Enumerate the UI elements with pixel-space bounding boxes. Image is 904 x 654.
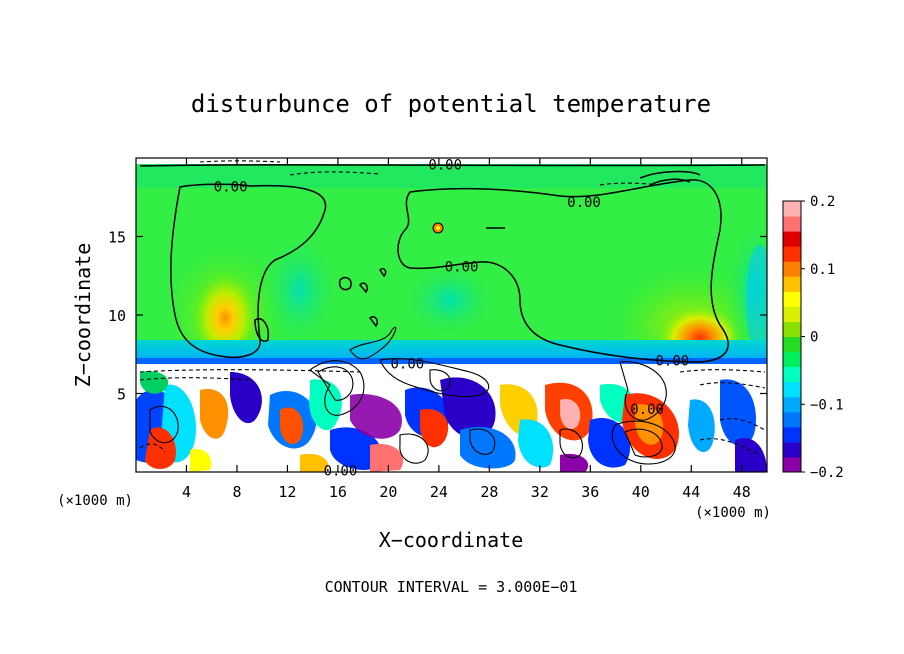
x-tick-label: 20 — [379, 483, 397, 501]
chart-title: disturbunce of potential temperature — [191, 90, 711, 118]
plot-area — [136, 158, 767, 472]
zero-contours — [139, 164, 766, 363]
contour-label: 0.00 — [324, 463, 358, 479]
x-tick-label: 28 — [480, 483, 498, 501]
x-tick-label: 36 — [581, 483, 599, 501]
dense-contours — [149, 326, 676, 465]
contour-label: 0.00 — [630, 402, 664, 418]
colorbar-segment — [783, 201, 801, 217]
colorbar-segment — [783, 216, 801, 232]
x-tick-label: 24 — [430, 483, 448, 501]
colorbar-tick-label: 0.1 — [810, 262, 835, 278]
contour-label: 0.00 — [445, 259, 479, 275]
y-axis: 5 10 15 — [108, 229, 767, 404]
x-tick-label: 12 — [278, 483, 296, 501]
colorbar-segment — [783, 276, 801, 292]
colorbar-segment — [783, 336, 801, 353]
colorbar-tick-label: −0.1 — [810, 397, 844, 413]
x-tick-label: 4 — [182, 483, 191, 501]
contour-label: 0.00 — [567, 195, 601, 211]
colorbar-tick-label: 0 — [810, 330, 818, 346]
contour-label: 0.00 — [655, 354, 689, 370]
colorbar-segment — [783, 261, 801, 277]
x-tick-label: 40 — [632, 483, 650, 501]
colorbar-segment — [783, 291, 801, 307]
contour-interval-note: CONTOUR INTERVAL = 3.000E−01 — [325, 578, 578, 596]
x-unit-right: (×1000 m) — [695, 505, 771, 521]
colorbar-segment — [783, 441, 801, 458]
colorbar-tick-label: −0.2 — [810, 465, 844, 481]
colorbar-segment — [783, 396, 801, 413]
x-axis: 4 8 12 16 20 24 28 32 36 40 44 48 — [182, 158, 751, 501]
colorbar-ticks: 0.2 0.1 0 −0.1 −0.2 — [801, 194, 844, 481]
x-axis-label: X−coordinate — [379, 528, 524, 552]
colorbar-segment — [783, 351, 801, 368]
y-tick-label: 10 — [108, 307, 126, 325]
y-axis-label: Z−coordinate — [71, 243, 95, 388]
colorbar-segment — [783, 306, 801, 322]
colorbar-segment — [783, 321, 801, 337]
x-unit-left: (×1000 m) — [57, 493, 133, 509]
colorbar-segment — [783, 426, 801, 443]
colorbar-segment — [783, 246, 801, 262]
x-tick-label: 16 — [329, 483, 347, 501]
contour-label: 0.00 — [390, 357, 424, 373]
y-tick-label: 5 — [117, 386, 126, 404]
colorbar-segment — [783, 381, 801, 398]
x-tick-label: 48 — [733, 483, 751, 501]
contour-label: 0.00 — [214, 179, 248, 195]
x-tick-label: 44 — [682, 483, 700, 501]
colorbar-segment — [783, 411, 801, 428]
contour-labels: 0.00 0.00 0.00 0.00 0.00 0.00 0.00 0.00 — [214, 157, 689, 479]
colorbar — [782, 200, 802, 473]
colorbar-tick-label: 0.2 — [810, 194, 835, 210]
x-tick-label: 32 — [531, 483, 549, 501]
negative-contours — [139, 160, 766, 456]
colorbar-segment — [783, 231, 801, 247]
y-tick-label: 15 — [108, 229, 126, 247]
x-tick-label: 8 — [232, 483, 241, 501]
colorbar-segment — [783, 456, 801, 473]
colorbar-segment — [783, 366, 801, 383]
contour-label: 0.00 — [428, 157, 462, 173]
